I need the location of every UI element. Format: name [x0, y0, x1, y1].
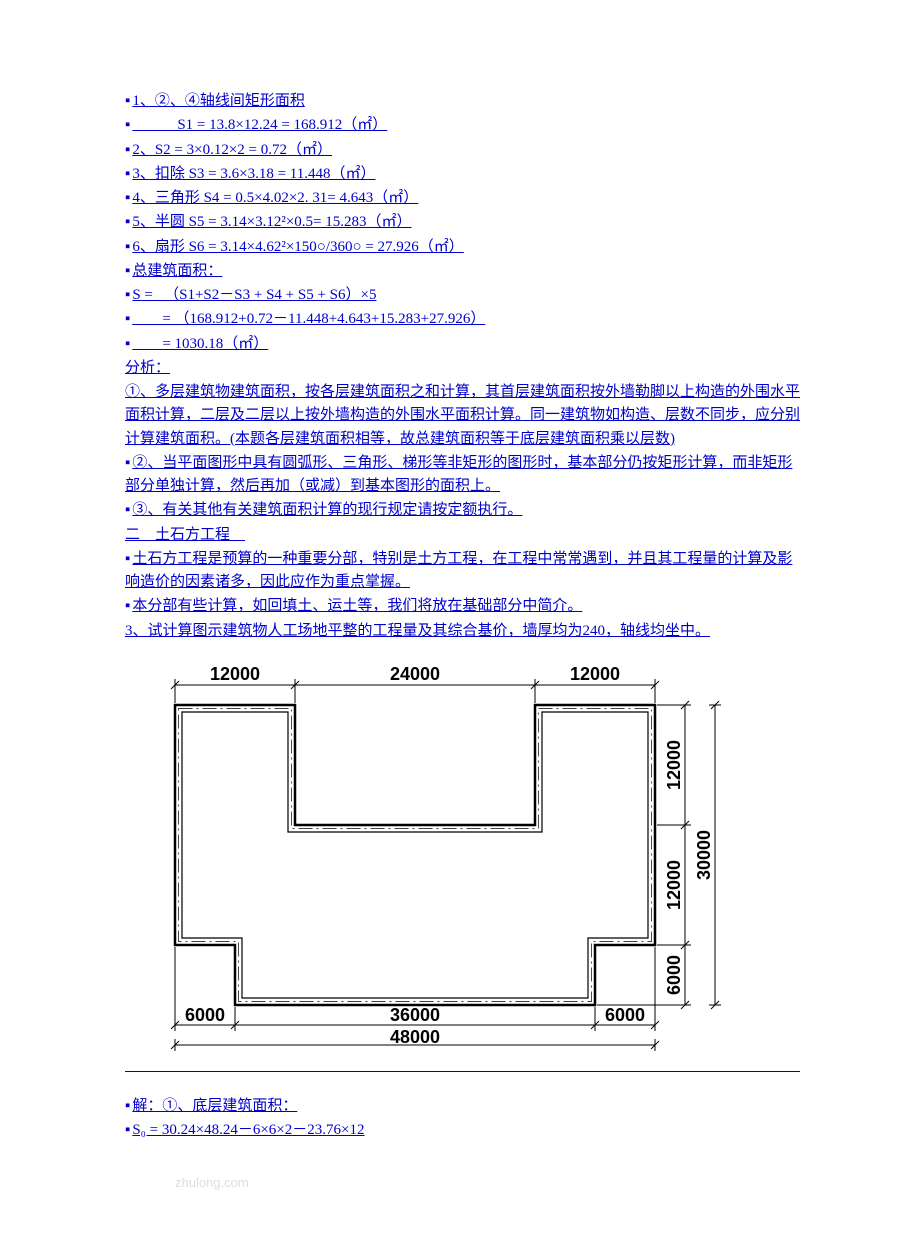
calc-line-11: = 1030.18（㎡） — [125, 333, 800, 356]
calc-line-8: 总建筑面积： — [125, 260, 800, 283]
calc-line-7: 6、扇形 S6 = 3.14×4.62²×150○/360○ = 27.926（… — [125, 236, 800, 259]
floor-plan-diagram: 12000 24000 12000 — [125, 655, 800, 1063]
diagram-geometry: 12000 24000 12000 — [171, 664, 721, 1051]
analysis-p2: ②、当平面图形中具有圆弧形、三角形、梯形等非矩形的图形时，基本部分仍按矩形计算，… — [125, 452, 800, 499]
calc-line-5: 4、三角形 S4 = 0.5×4.02×2. 31= 4.643（㎡） — [125, 187, 800, 210]
dim-top-left: 12000 — [210, 664, 260, 684]
calc-line-1: 1、②、④轴线间矩形面积 — [125, 90, 800, 113]
answer-line-2: S₀ = 30.24×48.24－6×6×2－23.76×12 — [125, 1119, 800, 1142]
watermark-text: zhulong.com — [175, 1173, 800, 1193]
section2-p1: 土石方工程是预算的一种重要分部，特别是土方工程，在工程中常常遇到，并且其工程量的… — [125, 548, 800, 595]
dim-bot-left: 6000 — [185, 1005, 225, 1025]
diagram-svg: 12000 24000 12000 — [125, 655, 815, 1055]
section2-p2: 本分部有些计算，如回填土、运土等，我们将放在基础部分中简介。 — [125, 595, 800, 618]
calc-line-2: S1 = 13.8×12.24 = 168.912（㎡） — [125, 114, 800, 137]
diagram-underline — [125, 1071, 800, 1072]
dim-top-right: 12000 — [570, 664, 620, 684]
analysis-p1: ①、多层建筑物建筑面积，按各层建筑面积之和计算，其首层建筑面积按外墙勒脚以上构造… — [125, 381, 800, 451]
calc-line-9: S = （S1+S2－S3 + S4 + S5 + S6）×5 — [125, 284, 800, 307]
dim-right-bot: 6000 — [664, 955, 684, 995]
dim-right-mid: 12000 — [664, 860, 684, 910]
section2-title: 二 土石方工程 — [125, 524, 800, 547]
calc-line-4: 3、扣除 S3 = 3.6×3.18 = 11.448（㎡） — [125, 163, 800, 186]
calc-line-3: 2、S2 = 3×0.12×2 = 0.72（㎡） — [125, 139, 800, 162]
analysis-title: 分析： — [125, 357, 800, 380]
dim-right-total: 30000 — [694, 830, 714, 880]
analysis-p3: ③、有关其他有关建筑面积计算的现行规定请按定额执行。 — [125, 499, 800, 522]
calc-line-10: = （168.912+0.72－11.448+4.643+15.283+27.9… — [125, 308, 800, 331]
dim-bot-total: 48000 — [390, 1027, 440, 1047]
dim-right-top: 12000 — [664, 740, 684, 790]
section2-p3: 3、试计算图示建筑物人工场地平整的工程量及其综合基价，墙厚均为240，轴线均坐中… — [125, 620, 800, 643]
answer-line-1: 解：①、底层建筑面积： — [125, 1095, 800, 1118]
dim-bot-right: 6000 — [605, 1005, 645, 1025]
dim-bot-mid: 36000 — [390, 1005, 440, 1025]
dim-top-mid: 24000 — [390, 664, 440, 684]
calc-line-6: 5、半圆 S5 = 3.14×3.12²×0.5= 15.283（㎡） — [125, 211, 800, 234]
